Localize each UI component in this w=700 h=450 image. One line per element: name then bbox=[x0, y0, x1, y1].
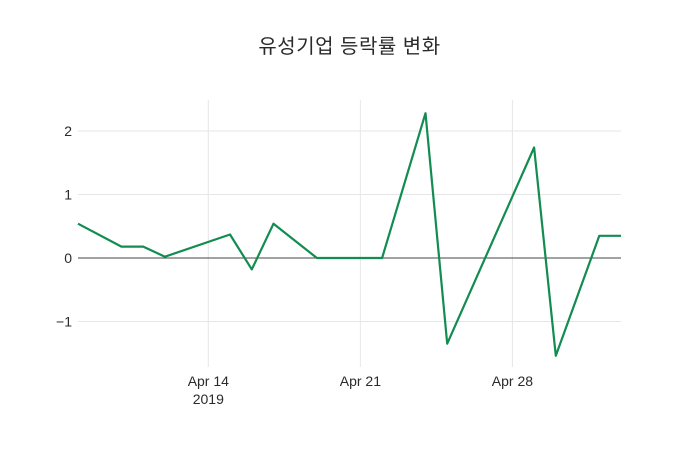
x-axis-year-label: 2019 bbox=[193, 391, 224, 407]
chart-title: 유성기업 등락률 변화 bbox=[258, 36, 441, 58]
y-tick-label: 1 bbox=[64, 187, 72, 203]
y-tick-label: 0 bbox=[64, 250, 72, 266]
y-tick-label: −1 bbox=[56, 314, 72, 330]
x-tick-label: Apr 28 bbox=[492, 373, 533, 389]
x-tick-label: Apr 14 bbox=[188, 373, 229, 389]
y-tick-label: 2 bbox=[64, 123, 72, 139]
price-change-line bbox=[77, 112, 621, 357]
x-tick-label: Apr 21 bbox=[340, 373, 381, 389]
